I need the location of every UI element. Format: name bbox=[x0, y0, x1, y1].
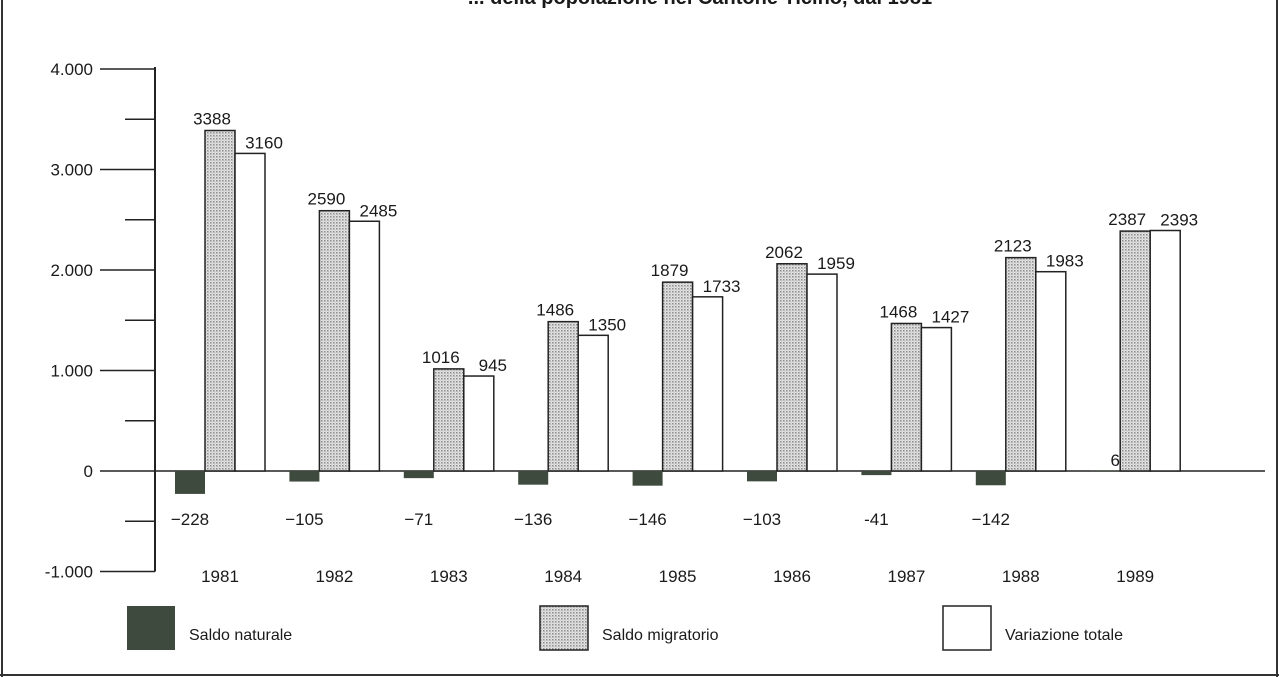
data-label-saldo-naturale: −146 bbox=[628, 510, 666, 529]
data-labels: −228 3388 3160 −105 2590 2485 −71 1016 945 −136 14… bbox=[171, 110, 1198, 529]
x-category-label: 1985 bbox=[659, 567, 697, 586]
legend-label: Saldo migratorio bbox=[602, 627, 719, 644]
bar-saldo-migratorio bbox=[1005, 256, 1037, 472]
y-tick-label: 2.000 bbox=[50, 261, 93, 280]
bar-variazione-totale bbox=[1149, 229, 1181, 472]
bar-saldo-naturale bbox=[403, 471, 434, 479]
data-label-variazione-totale: 2485 bbox=[359, 201, 397, 220]
data-label-variazione-totale: 1959 bbox=[817, 254, 855, 273]
bar-saldo-naturale bbox=[518, 471, 549, 485]
x-category-label: 1984 bbox=[544, 567, 582, 586]
legend: Saldo naturale Saldo migratorio Variazione… bbox=[127, 605, 1123, 651]
x-category-label: 1981 bbox=[201, 567, 239, 586]
chart-title: ... della popolazione nel Cantone Ticino… bbox=[468, 0, 932, 9]
data-label-saldo-naturale: 6 bbox=[1110, 451, 1119, 470]
x-category-label: 1986 bbox=[773, 567, 811, 586]
bar-saldo-migratorio bbox=[318, 209, 351, 472]
category-labels: 1981 1982 1983 1984 1985 1986 1987 1988 1989 bbox=[201, 567, 1154, 586]
legend-swatch-saldo-migratorio bbox=[539, 605, 589, 651]
data-label-variazione-totale: 3160 bbox=[245, 133, 283, 152]
legend-label: Saldo naturale bbox=[189, 627, 292, 644]
bar-saldo-naturale bbox=[747, 471, 777, 482]
bar-saldo-naturale bbox=[175, 471, 205, 494]
data-label-variazione-totale: 945 bbox=[479, 356, 507, 375]
legend-swatch-saldo-naturale bbox=[127, 606, 175, 650]
bar-saldo-migratorio bbox=[890, 322, 923, 472]
data-label-saldo-migratorio: 2062 bbox=[765, 243, 803, 262]
data-label-saldo-migratorio: 1468 bbox=[879, 302, 917, 321]
data-label-saldo-migratorio: 2123 bbox=[994, 237, 1032, 256]
y-tick-label: 3.000 bbox=[50, 161, 93, 180]
data-label-saldo-naturale: −142 bbox=[972, 510, 1010, 529]
bar-saldo-naturale bbox=[1090, 470, 1121, 471]
bar-variazione-totale bbox=[920, 326, 953, 472]
bar-saldo-migratorio bbox=[1119, 230, 1151, 472]
bar-saldo-naturale bbox=[975, 471, 1006, 486]
data-label-saldo-naturale: -41 bbox=[864, 510, 889, 529]
x-category-label: 1982 bbox=[315, 567, 353, 586]
bar-saldo-naturale bbox=[289, 471, 320, 482]
bar-saldo-migratorio bbox=[547, 320, 579, 472]
data-label-variazione-totale: 2393 bbox=[1160, 211, 1198, 230]
data-label-saldo-naturale: −136 bbox=[514, 510, 552, 529]
bar-variazione-totale bbox=[577, 334, 609, 472]
data-label-saldo-migratorio: 1486 bbox=[536, 301, 574, 320]
data-label-saldo-migratorio: 2387 bbox=[1108, 210, 1146, 229]
x-category-label: 1987 bbox=[887, 567, 925, 586]
y-tick-label: 1.000 bbox=[50, 362, 93, 381]
data-label-variazione-totale: 1733 bbox=[703, 277, 741, 296]
data-label-saldo-naturale: −228 bbox=[171, 510, 209, 529]
legend-swatch-variazione-totale bbox=[942, 605, 992, 651]
y-tick-label: 4.000 bbox=[50, 60, 93, 79]
bar-variazione-totale bbox=[806, 273, 838, 472]
data-label-variazione-totale: 1427 bbox=[931, 308, 969, 327]
y-tick-label: -1.000 bbox=[45, 563, 93, 582]
data-label-variazione-totale: 1983 bbox=[1046, 252, 1084, 271]
bar-saldo-migratorio bbox=[204, 129, 236, 472]
data-label-saldo-naturale: −103 bbox=[743, 510, 781, 529]
bar-variazione-totale bbox=[463, 375, 495, 472]
bar-variazione-totale bbox=[691, 296, 724, 472]
bar-saldo-naturale bbox=[861, 471, 892, 476]
bar-saldo-migratorio bbox=[776, 263, 808, 472]
data-label-saldo-migratorio: 1016 bbox=[422, 348, 460, 367]
bar-variazione-totale bbox=[1035, 270, 1067, 472]
data-label-saldo-naturale: −105 bbox=[285, 510, 323, 529]
x-category-label: 1988 bbox=[1002, 567, 1040, 586]
data-label-saldo-migratorio: 3388 bbox=[193, 110, 231, 129]
x-category-label: 1983 bbox=[430, 567, 468, 586]
bar-saldo-naturale bbox=[632, 471, 663, 486]
bar-variazione-totale bbox=[348, 220, 381, 472]
bar-variazione-totale bbox=[234, 152, 266, 472]
bars bbox=[175, 129, 1181, 494]
data-label-saldo-migratorio: 1879 bbox=[651, 261, 689, 280]
data-label-saldo-migratorio: 2590 bbox=[307, 190, 345, 209]
bar-saldo-migratorio bbox=[661, 281, 694, 472]
bar-saldo-migratorio bbox=[433, 368, 465, 472]
data-label-variazione-totale: 1350 bbox=[588, 315, 626, 334]
x-category-label: 1989 bbox=[1116, 567, 1154, 586]
y-tick-label: 0 bbox=[84, 462, 93, 481]
legend-label: Variazione totale bbox=[1005, 627, 1123, 644]
data-label-saldo-naturale: −71 bbox=[404, 510, 433, 529]
